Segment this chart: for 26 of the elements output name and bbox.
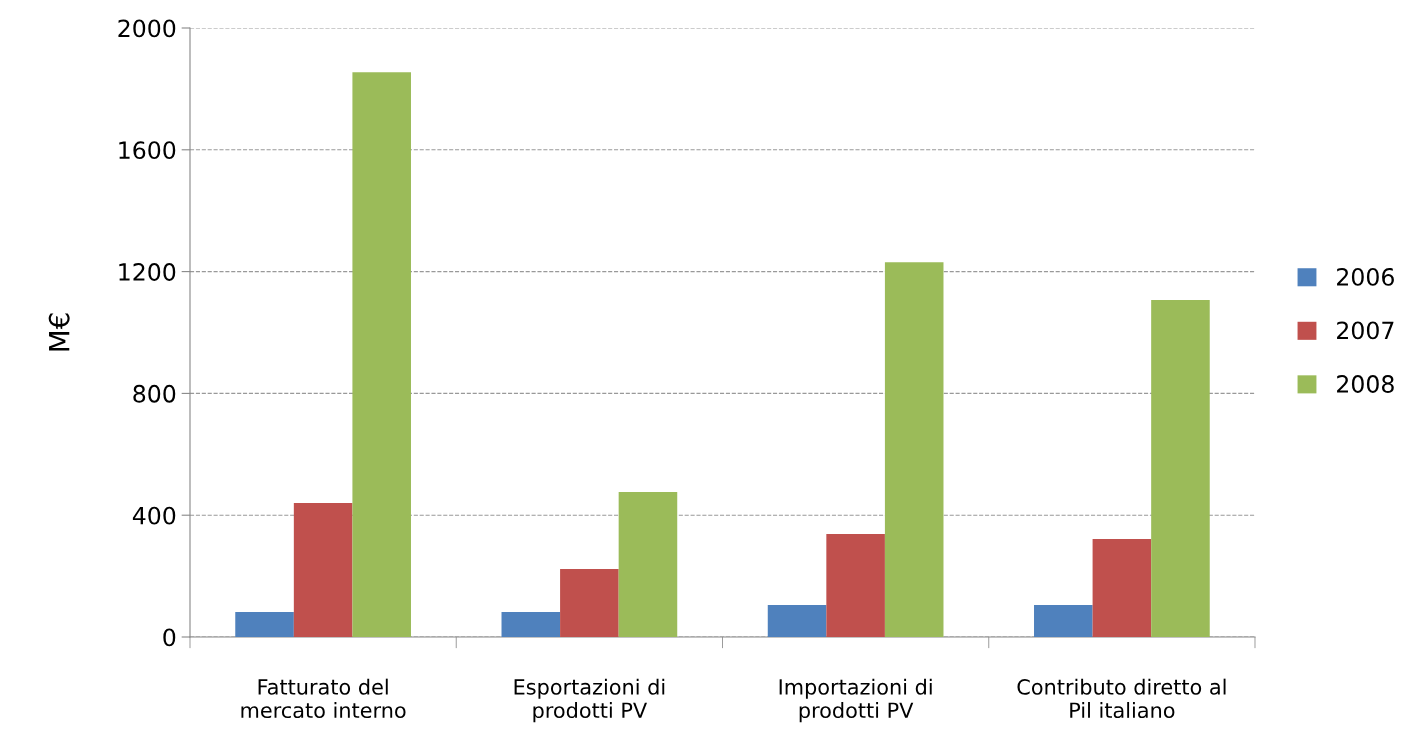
bar [235, 612, 294, 637]
x-tick-label: Fatturato del mercato interno [241, 678, 406, 719]
bar [767, 605, 827, 637]
bar [1034, 605, 1093, 637]
y-tick-label: 1200 [119, 263, 176, 281]
bar [293, 503, 353, 637]
bar [884, 262, 944, 637]
x-tick-label: Esportazioni di prodotti PV [514, 678, 665, 723]
x-tick-label: Importazioni di prodotti PV [779, 678, 932, 723]
y-tick-label: 0 [163, 628, 176, 647]
legend-label: 2007 [1337, 321, 1394, 340]
bar [560, 569, 619, 637]
y-tick-label: 800 [133, 384, 176, 403]
x-tick-label: Contributo diretto al Pil italiano [1017, 678, 1226, 719]
legend-label: 2008 [1337, 375, 1394, 393]
bar [1151, 299, 1210, 637]
y-tick-label: 1600 [119, 141, 176, 160]
bar [352, 72, 411, 637]
bar [1092, 538, 1152, 637]
bar [826, 534, 885, 637]
y-tick-label: 400 [132, 506, 176, 525]
y-axis-title: M€ [48, 313, 70, 351]
bar [618, 492, 678, 637]
legend-label: 2006 [1337, 267, 1394, 286]
bar [501, 612, 561, 637]
y-tick-label: 2000 [118, 19, 176, 38]
